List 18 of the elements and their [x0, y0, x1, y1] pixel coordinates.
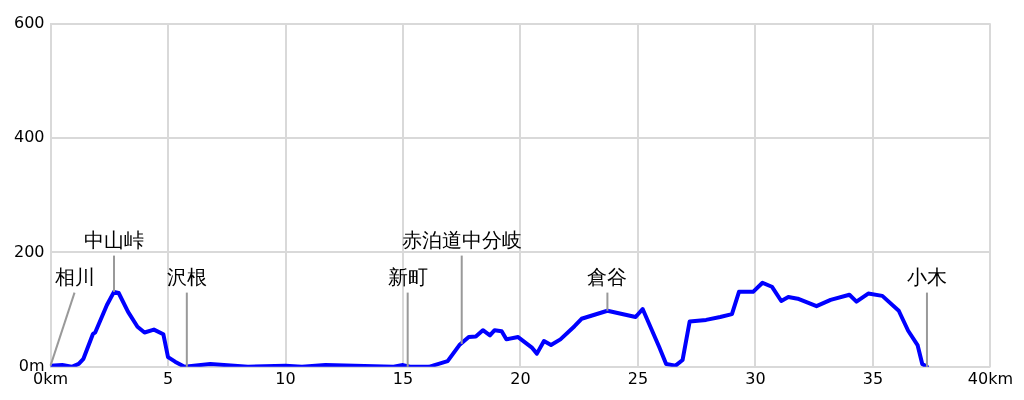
x-tick-label: 25	[627, 368, 649, 388]
x-tick-label: 5	[162, 368, 174, 388]
annotation: 中山峠	[83, 227, 144, 252]
y-tick-label: 600	[13, 12, 45, 32]
y-tick-label: 200	[13, 241, 45, 261]
annotation: 相川	[54, 264, 95, 289]
annotation: 小木	[906, 264, 947, 289]
x-tick-label: 40km	[967, 368, 1013, 388]
annotation: 沢根	[166, 264, 207, 289]
annotation: 倉谷	[587, 264, 628, 289]
annotation: 新町	[387, 264, 428, 289]
x-tick-label: 30	[745, 368, 766, 388]
x-tick-label: 15	[392, 368, 414, 388]
annotation: 赤泊道中分岐	[401, 227, 522, 252]
x-tick-label: 10	[275, 368, 296, 388]
x-tick-label: 20	[510, 368, 531, 388]
x-tick-label: 35	[862, 368, 884, 388]
y-tick-label: 400	[13, 127, 45, 147]
